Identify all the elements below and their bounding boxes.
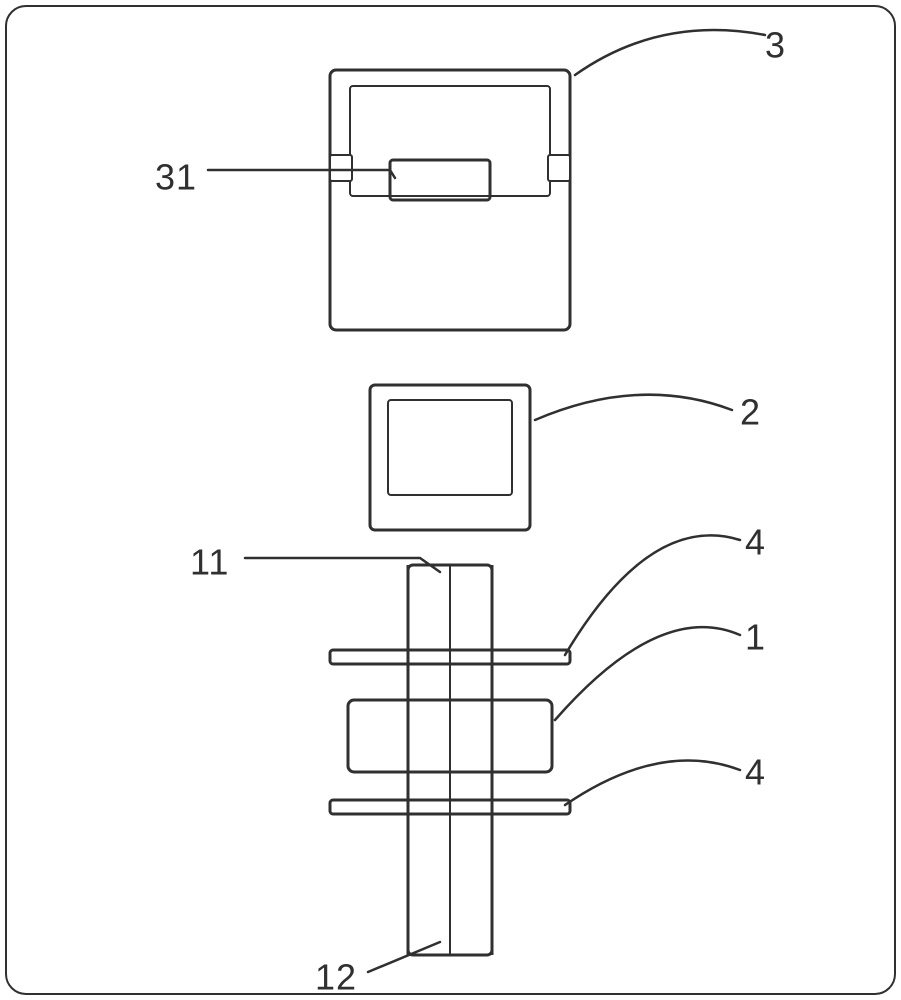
label-12: 12 <box>315 957 357 998</box>
label-4: 4 <box>745 522 766 563</box>
label-4: 4 <box>745 752 766 793</box>
part-3 <box>330 70 570 330</box>
part-2 <box>370 385 530 530</box>
label-3: 3 <box>765 25 786 66</box>
label-31: 31 <box>155 157 197 198</box>
label-2: 2 <box>740 392 761 433</box>
label-11: 11 <box>190 542 229 583</box>
label-1: 1 <box>745 617 766 658</box>
